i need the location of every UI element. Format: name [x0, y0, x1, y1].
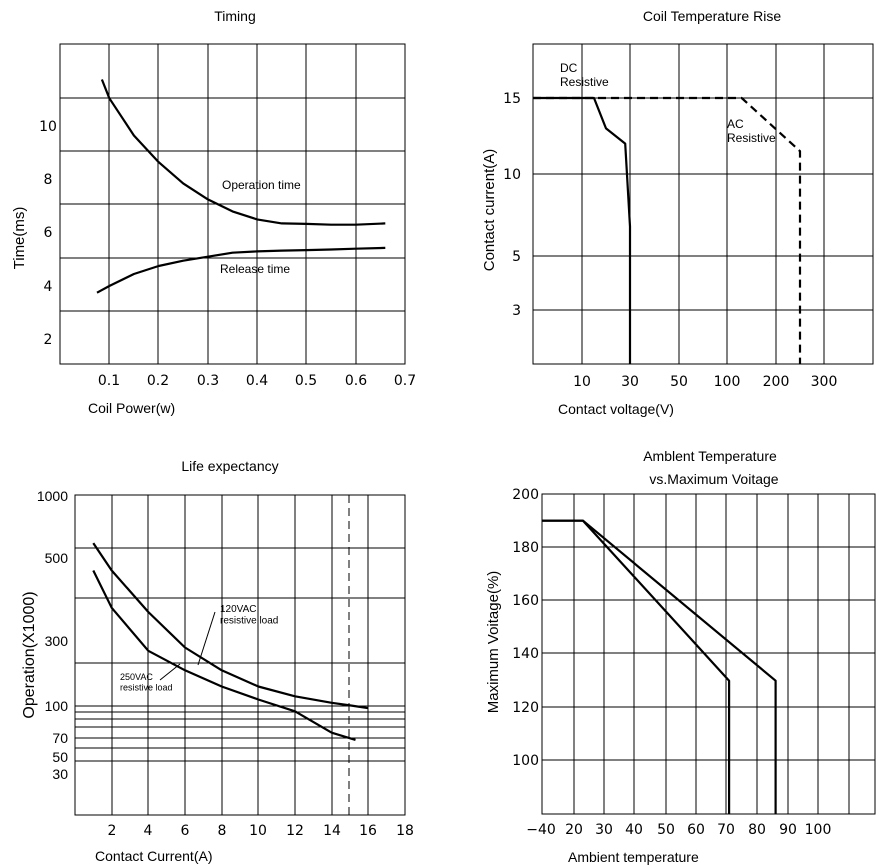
grid-2 [532, 43, 874, 365]
series-label: resistive load [120, 682, 173, 692]
x-tick-label: 100 [805, 822, 832, 838]
grid-1 [59, 43, 406, 365]
series-label: 120VAC [220, 604, 257, 615]
y-tick-label: 5 [512, 249, 521, 265]
x-tick-label: 0.6 [345, 373, 367, 389]
x-axis-label: Contact voltage(V) [558, 401, 674, 417]
y-axis-label: Operation(X1000) [21, 591, 38, 718]
series-label: 250VAC [120, 672, 153, 682]
x-tick-label: 200 [763, 374, 790, 390]
y-tick-label: 100 [512, 753, 539, 769]
y-tick-label: 500 [45, 550, 69, 566]
series-label: Release time [220, 262, 290, 276]
x-tick-label: 50 [670, 374, 688, 390]
x-tick-label: 0.5 [295, 373, 317, 389]
y-tick-label: 300 [45, 633, 69, 649]
y-tick-label: 30 [52, 766, 68, 782]
x-tick-label: 0.7 [394, 373, 416, 389]
series-line [533, 96, 802, 364]
y-tick-label: 140 [512, 646, 539, 662]
series-line [92, 542, 369, 710]
data-curves [92, 79, 802, 814]
series-line [96, 246, 386, 294]
y-tick-label: 180 [512, 540, 539, 556]
y-tick-label: 15 [503, 91, 521, 107]
series-label: DC [560, 61, 578, 75]
annotation-pointer [159, 663, 181, 681]
x-tick-label: 0.1 [98, 373, 120, 389]
x-axis-label: Contact Current(A) [95, 848, 212, 864]
y-axis-label: Time(ms) [11, 207, 28, 270]
x-tick-label: 30 [621, 374, 639, 390]
series-line [92, 570, 356, 741]
series-label: AC [727, 117, 744, 131]
y-tick-label: 50 [52, 749, 68, 765]
chart-title: Amblent Temperature [643, 448, 777, 464]
series-label: resistive load [220, 616, 278, 627]
x-tick-label: 0.4 [246, 373, 268, 389]
y-tick-label: 120 [512, 700, 539, 716]
annotation-pointer [197, 611, 216, 666]
x-tick-label: 100 [714, 374, 741, 390]
y-tick-label: 2 [44, 332, 53, 348]
series-label: Resistive [560, 75, 609, 89]
x-tick-label: 30 [595, 822, 613, 838]
series-line [533, 96, 632, 364]
grid-4 [541, 493, 876, 815]
x-tick-label: 10 [249, 823, 267, 839]
x-tick-label: 90 [779, 822, 797, 838]
series-line [542, 519, 777, 814]
grid-3 [74, 494, 406, 816]
chart-title: Timing [214, 8, 256, 24]
x-tick-label: 300 [811, 374, 838, 390]
x-tick-label: 6 [181, 823, 190, 839]
x-tick-label: 12 [286, 823, 304, 839]
series-label: Resistive [727, 131, 776, 145]
y-tick-label: 200 [512, 487, 539, 503]
x-tick-label: 14 [323, 823, 341, 839]
x-tick-label: 60 [687, 822, 705, 838]
x-axis-label: Coil Power(w) [88, 400, 175, 416]
y-axis-label: Maximum Voitage(%) [485, 571, 502, 714]
chart-title: Coil Temperature Rise [643, 8, 781, 24]
y-tick-label: 6 [44, 225, 53, 241]
x-tick-label: 40 [625, 822, 643, 838]
x-tick-label: 10 [573, 374, 591, 390]
chart-title: vs.Maximum Voitage [649, 471, 778, 487]
y-tick-label: 160 [512, 593, 539, 609]
y-tick-label: 8 [44, 172, 53, 188]
x-tick-label: 50 [657, 822, 675, 838]
x-tick-label: 0.3 [197, 373, 219, 389]
x-tick-label: 2 [108, 823, 117, 839]
x-tick-label: 8 [218, 823, 227, 839]
chart-title: Life expectancy [181, 458, 278, 474]
y-tick-label: 100 [45, 698, 69, 714]
y-tick-label: 70 [52, 730, 68, 746]
series-label: Operation time [222, 178, 301, 192]
x-axis-label: Ambient temperature [568, 849, 699, 865]
x-tick-label: 16 [359, 823, 377, 839]
y-tick-label: 10 [39, 119, 57, 135]
x-tick-label: 0.2 [147, 373, 169, 389]
series-line [100, 79, 386, 226]
y-tick-label: 3 [512, 303, 521, 319]
x-tick-label: 20 [565, 822, 583, 838]
x-tick-label: 18 [396, 823, 414, 839]
y-tick-label: 1000 [37, 488, 68, 504]
x-tick-label: −40 [526, 822, 556, 838]
x-tick-label: 70 [717, 822, 735, 838]
x-tick-label: 80 [748, 822, 766, 838]
x-tick-label: 4 [144, 823, 153, 839]
y-tick-label: 10 [503, 167, 521, 183]
y-tick-label: 4 [44, 279, 53, 295]
y-axis-label: Contact current(A) [481, 149, 498, 272]
